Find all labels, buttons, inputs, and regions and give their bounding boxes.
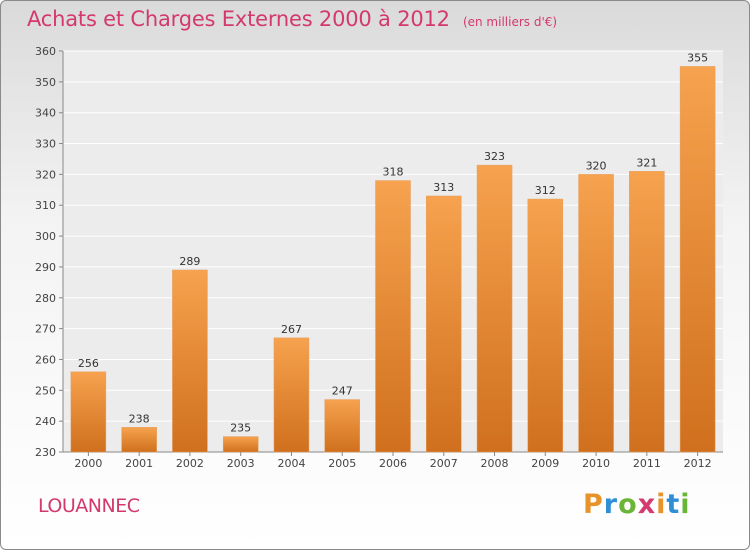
bar-2003 [222, 436, 259, 453]
y-tick-label: 340 [35, 107, 56, 120]
chart-title: Achats et Charges Externes 2000 à 2012 [27, 7, 450, 31]
x-tick-label-2002: 2002 [176, 457, 204, 470]
data-label-2002: 289 [179, 255, 200, 268]
x-tick-label-2001: 2001 [125, 457, 153, 470]
title-block: Achats et Charges Externes 2000 à 2012 (… [27, 7, 557, 31]
x-tick-label-2007: 2007 [430, 457, 458, 470]
bar-2012 [679, 66, 716, 453]
data-label-2005: 247 [332, 385, 353, 398]
y-tick-label: 280 [35, 292, 56, 305]
x-tick-label-2010: 2010 [582, 457, 610, 470]
y-tick-label: 350 [35, 76, 56, 89]
bar-2002 [172, 269, 208, 453]
data-label-2007: 313 [433, 181, 454, 194]
bar-2000 [70, 371, 107, 453]
data-label-2010: 320 [586, 159, 607, 172]
x-tick-label-2012: 2012 [684, 457, 712, 470]
x-tick-label-2006: 2006 [379, 457, 407, 470]
bar-2008 [476, 164, 513, 453]
data-label-2000: 256 [78, 357, 99, 370]
chart-subtitle: (en milliers d'€) [462, 15, 558, 29]
bar-2011 [629, 171, 665, 453]
y-tick-label: 310 [35, 199, 56, 212]
x-tick-label-2008: 2008 [481, 457, 509, 470]
y-tick-label: 300 [35, 230, 56, 243]
y-tick-label: 260 [35, 353, 56, 366]
x-tick-label-2003: 2003 [227, 457, 255, 470]
data-label-2001: 238 [129, 412, 150, 425]
data-label-2008: 323 [484, 150, 505, 163]
bar-2006 [375, 180, 411, 453]
y-tick-label: 290 [35, 261, 56, 274]
data-label-2006: 318 [383, 166, 404, 179]
x-tick-label-2004: 2004 [277, 457, 305, 470]
bar-2007 [426, 195, 462, 453]
proxiti-logo: Proxiti [583, 489, 691, 520]
x-tick-label-2000: 2000 [74, 457, 102, 470]
data-label-2003: 235 [230, 422, 251, 435]
y-tick-label: 240 [35, 415, 56, 428]
commune-name: LOUANNEC [38, 495, 140, 517]
bar-2010 [578, 174, 614, 453]
data-label-2004: 267 [281, 323, 302, 336]
y-tick-label: 270 [35, 323, 56, 336]
y-tick-label: 250 [35, 384, 56, 397]
x-tick-label-2011: 2011 [633, 457, 661, 470]
bar-2004 [273, 337, 310, 453]
y-tick-label: 320 [35, 168, 56, 181]
bar-2009 [527, 198, 564, 453]
x-tick-label-2009: 2009 [531, 457, 559, 470]
y-tick-label: 230 [35, 446, 56, 459]
x-tick-label-2005: 2005 [328, 457, 356, 470]
bar-2001 [121, 427, 157, 453]
y-tick-label: 360 [35, 45, 56, 58]
data-label-2012: 355 [687, 51, 708, 64]
y-tick-label: 330 [35, 138, 56, 151]
data-label-2009: 312 [535, 184, 556, 197]
data-label-2011: 321 [636, 156, 657, 169]
bar-2005 [324, 399, 360, 453]
